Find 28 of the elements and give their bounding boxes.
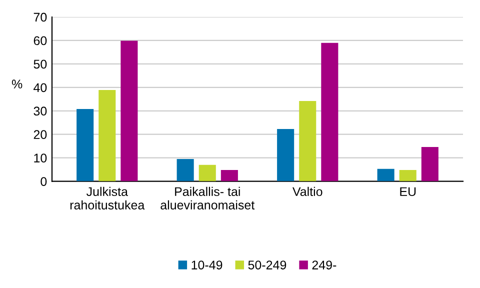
y-tick-label: 50 bbox=[34, 60, 47, 69]
bar bbox=[399, 170, 416, 182]
x-tick-label: Paikallis- tai alueviranomaiset bbox=[160, 186, 255, 210]
legend-label: 50-249 bbox=[248, 260, 286, 270]
bar bbox=[198, 164, 216, 182]
legend-label: 10-49 bbox=[192, 260, 222, 270]
y-tick-label: 0 bbox=[40, 177, 47, 186]
legend-label: 249- bbox=[312, 260, 336, 270]
bar bbox=[176, 159, 194, 182]
y-tick-label: 10 bbox=[34, 154, 47, 162]
y-tick-label: 30 bbox=[34, 106, 47, 116]
bar bbox=[98, 90, 116, 182]
y-axis-title: % bbox=[12, 80, 22, 88]
y-tick-label: 70 bbox=[34, 12, 47, 22]
bar bbox=[421, 147, 438, 182]
bar bbox=[76, 109, 94, 182]
bar bbox=[220, 170, 238, 182]
x-tick-label: Julkista rahoitustukea bbox=[70, 186, 145, 210]
x-tick-label: EU bbox=[400, 187, 416, 196]
x-tick-label: Valtio bbox=[292, 186, 322, 196]
y-tick-label: 40 bbox=[34, 83, 47, 92]
bar bbox=[321, 42, 338, 182]
bar bbox=[277, 128, 294, 182]
bar bbox=[120, 40, 138, 182]
bar bbox=[377, 168, 394, 182]
y-tick-label: 60 bbox=[34, 36, 47, 46]
bar bbox=[299, 101, 316, 182]
y-tick-label: 20 bbox=[34, 130, 47, 140]
